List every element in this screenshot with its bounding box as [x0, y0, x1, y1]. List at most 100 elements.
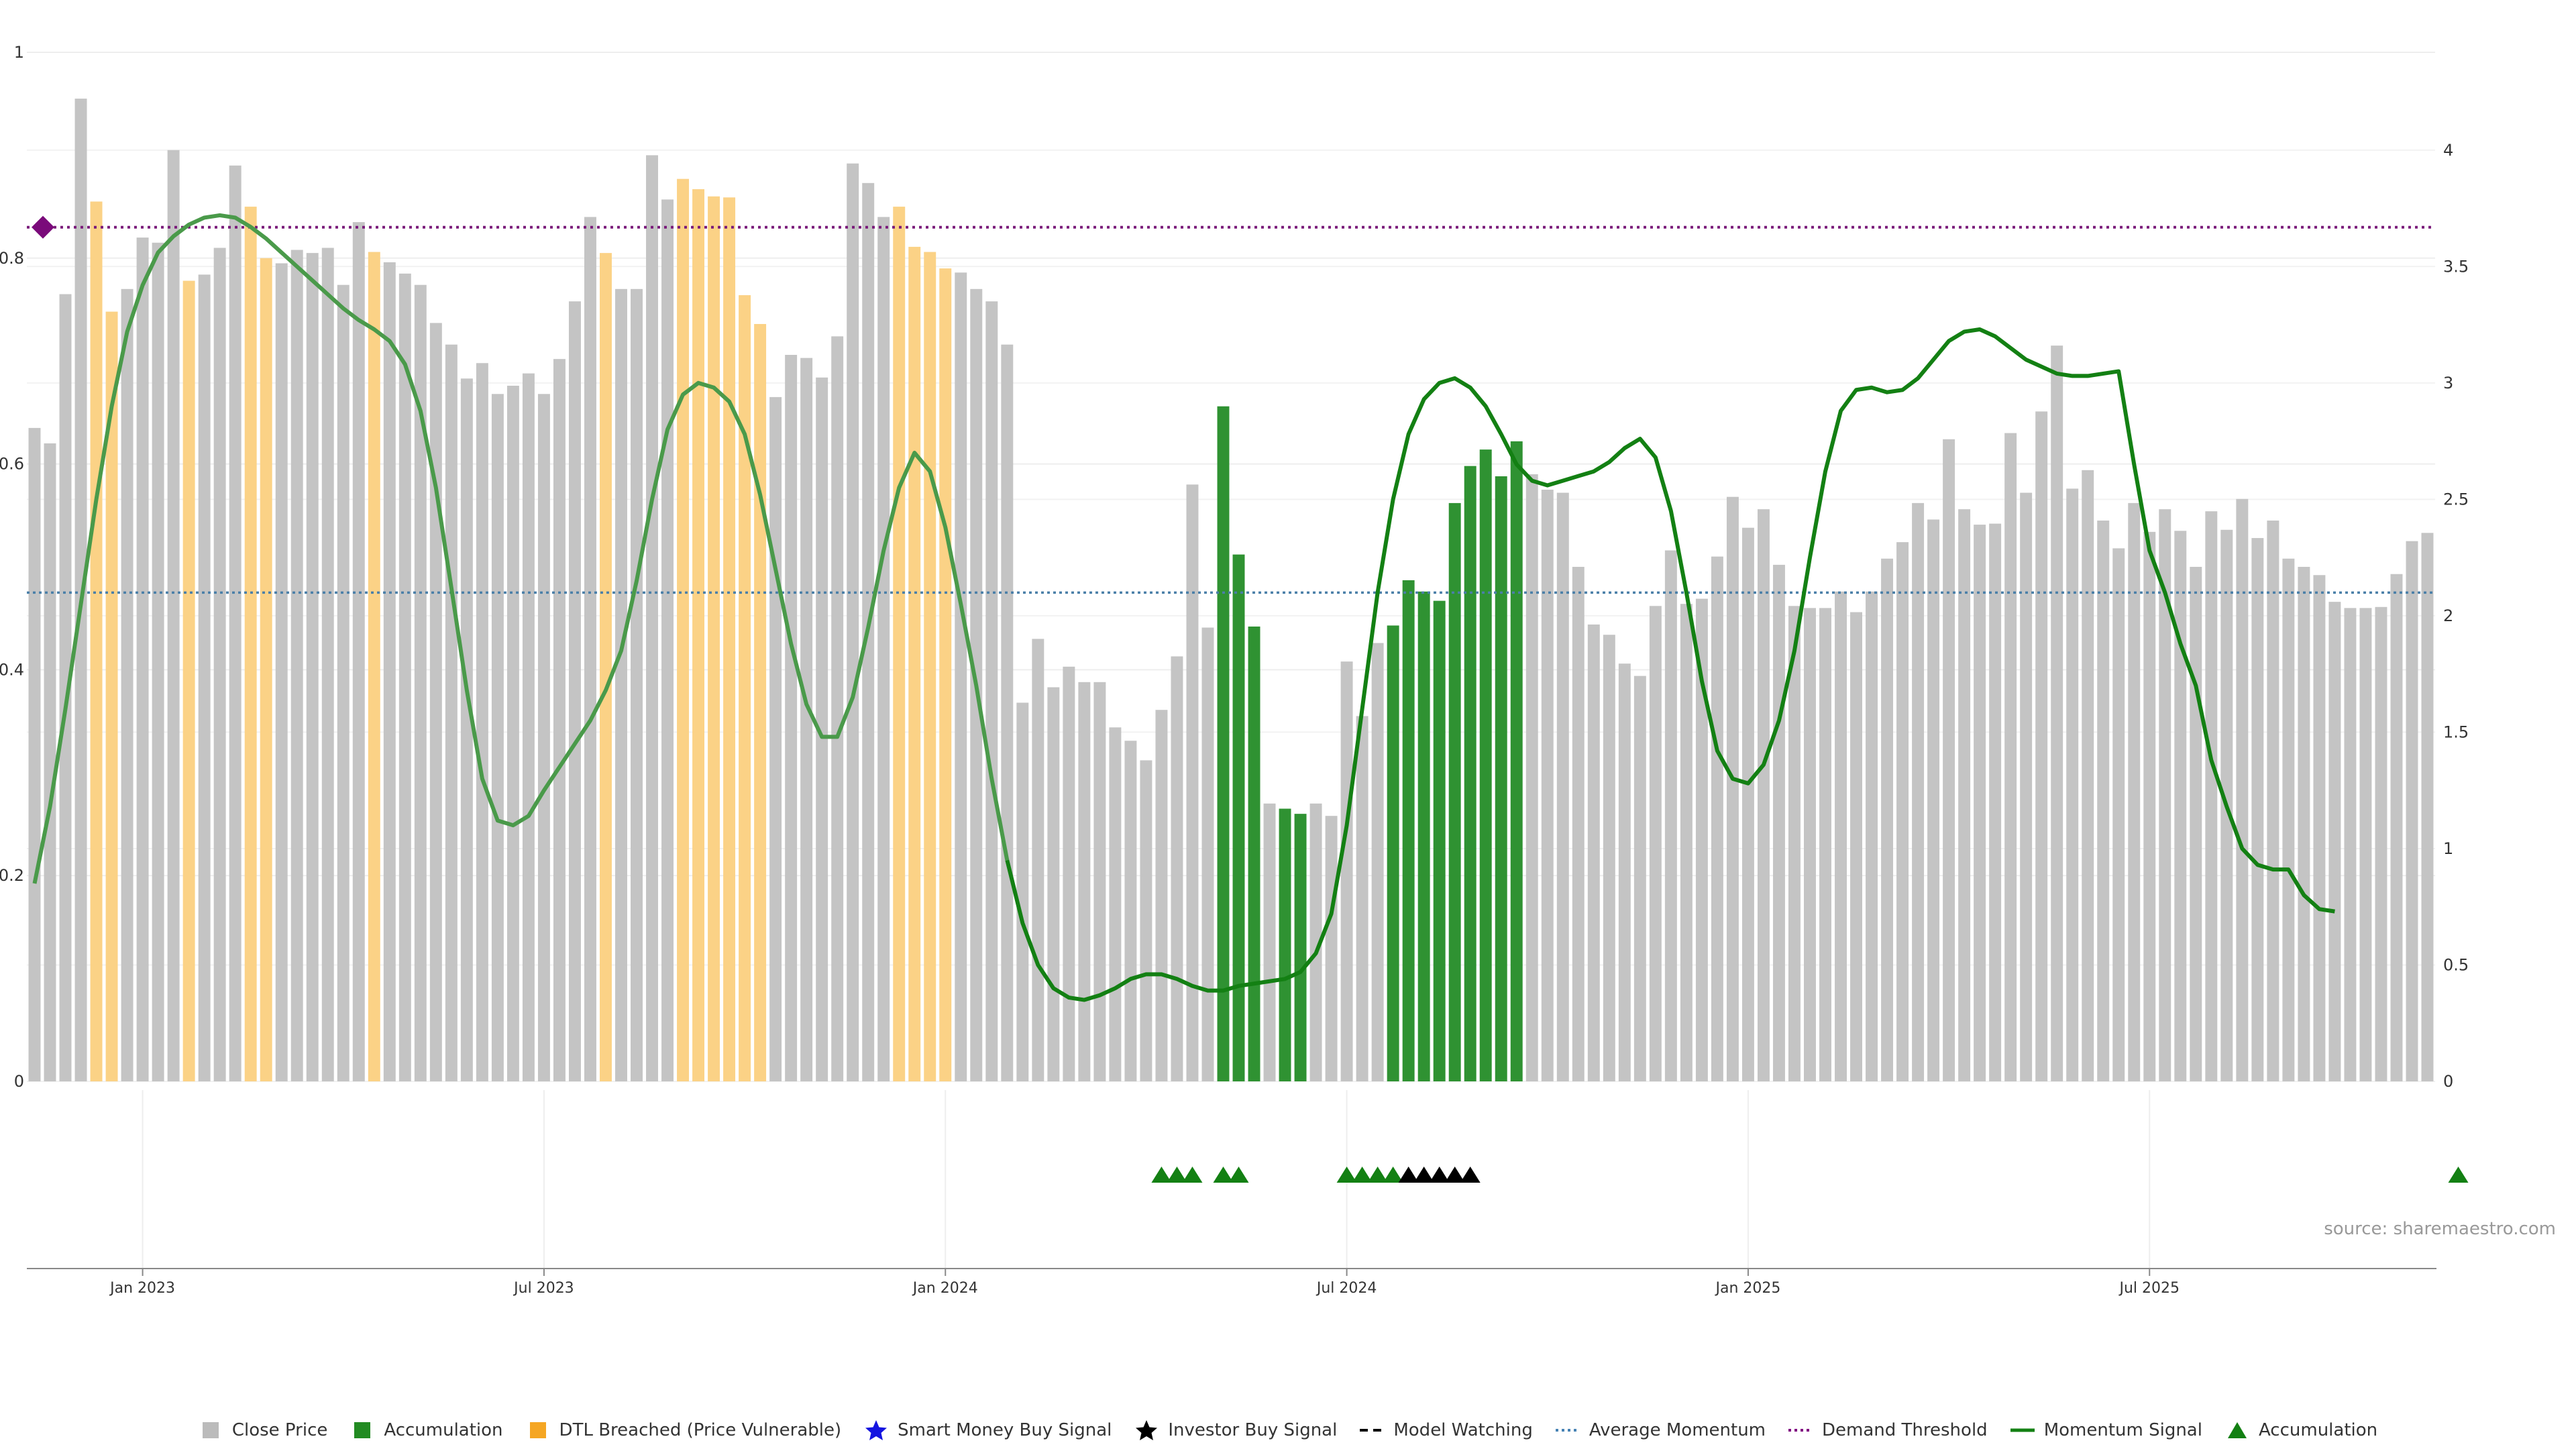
bar [1633, 676, 1646, 1081]
bar [121, 288, 133, 1081]
bar [1032, 639, 1044, 1081]
bar [1974, 525, 1986, 1081]
source-label: source: sharemaestro.com [2324, 1219, 2556, 1239]
bar [260, 258, 272, 1081]
y-left-tick-label: 0.8 [0, 249, 24, 268]
bar [213, 248, 226, 1082]
investor-buy-marker [1413, 1167, 1434, 1183]
bar [1340, 661, 1353, 1081]
bar [59, 294, 72, 1081]
legend-item: Close Price [199, 1419, 327, 1441]
bar [1309, 803, 1322, 1081]
bar [1881, 558, 1894, 1081]
legend-item: Demand Threshold [1788, 1419, 1988, 1441]
bar [537, 394, 550, 1081]
bar [2082, 470, 2094, 1081]
y-right-tick-label: 3 [2443, 374, 2453, 392]
bar [2004, 433, 2017, 1081]
x-tick-label: Jan 2025 [1714, 1280, 1780, 1297]
bar [1819, 608, 1831, 1081]
bar [306, 253, 319, 1081]
triangle-icon [2227, 1422, 2247, 1438]
bar [754, 323, 767, 1081]
dash-line-icon [1360, 1429, 1385, 1432]
dotted-line-icon [1555, 1429, 1580, 1432]
bar [522, 373, 535, 1082]
accumulation-marker [1167, 1167, 1187, 1183]
star-icon [1136, 1420, 1158, 1440]
investor-buy-marker [1444, 1167, 1465, 1183]
bar [2143, 531, 2156, 1081]
bar [2097, 520, 2110, 1081]
investor-buy-marker [1398, 1167, 1419, 1183]
bar [831, 336, 844, 1081]
bar [568, 301, 581, 1081]
accumulation-marker [1336, 1167, 1357, 1183]
bar [1325, 816, 1338, 1081]
y-left-tick-label: 0.2 [0, 866, 24, 885]
bar [2282, 558, 2295, 1081]
bar [460, 378, 473, 1081]
bar [74, 99, 87, 1081]
bar [631, 288, 643, 1081]
bar [1866, 591, 1878, 1081]
bar [1943, 439, 1955, 1081]
bar [506, 386, 519, 1081]
bar [1109, 727, 1122, 1081]
bar [1958, 509, 1971, 1081]
bar [1603, 635, 1615, 1081]
y-axis-left-ticks: 0 0.2 0.4 0.6 0.8 1 [0, 43, 24, 1091]
legend-label: Model Watching [1393, 1420, 1533, 1440]
bar [1371, 643, 1384, 1081]
gridlines-vertical [142, 1090, 2151, 1268]
bar [321, 248, 334, 1082]
bar [661, 199, 674, 1081]
bar [924, 252, 936, 1082]
bar [600, 253, 612, 1081]
bar [198, 274, 211, 1081]
bar [677, 178, 690, 1081]
bar [1479, 449, 1492, 1081]
bar [723, 197, 736, 1082]
bar [152, 242, 164, 1081]
bar [1772, 564, 1785, 1081]
square-icon [354, 1422, 371, 1438]
momentum-line-recent [1005, 327, 2335, 1002]
bar [2267, 520, 2279, 1081]
accumulation-marker [1151, 1167, 1172, 1183]
bar [337, 284, 350, 1082]
bar [1433, 600, 1446, 1081]
bar [2174, 531, 2187, 1081]
bar [1279, 808, 1291, 1081]
x-tick-label: Jan 2024 [912, 1280, 978, 1297]
bar [1001, 344, 1014, 1081]
y-right-tick-label: 3.5 [2443, 257, 2469, 276]
dotted-line-icon [1788, 1429, 1813, 1432]
bar [1680, 604, 1693, 1081]
bar [1124, 741, 1137, 1081]
solid-line-icon [2010, 1428, 2035, 1432]
bar [1835, 591, 1847, 1081]
y-left-tick-label: 0.4 [0, 660, 24, 679]
bar [1912, 502, 1925, 1081]
bar [692, 189, 705, 1082]
bar [985, 301, 998, 1081]
bar [2112, 548, 2125, 1081]
legend-label: Momentum Signal [2043, 1420, 2202, 1440]
bar [1186, 484, 1199, 1081]
bar [1171, 656, 1183, 1081]
bar [1711, 556, 1723, 1081]
accumulation-marker [1213, 1167, 1234, 1183]
y-left-tick-label: 0 [14, 1072, 24, 1091]
bar [1448, 502, 1461, 1081]
bar [398, 273, 411, 1081]
bar [1741, 527, 1754, 1081]
bar [1093, 682, 1106, 1081]
legend-label: Average Momentum [1589, 1420, 1766, 1440]
bar [2406, 541, 2418, 1081]
bar [1155, 710, 1168, 1081]
bar [2390, 574, 2403, 1081]
signal-markers [1151, 1167, 2469, 1183]
bar [1063, 666, 1075, 1081]
square-icon [202, 1422, 219, 1438]
